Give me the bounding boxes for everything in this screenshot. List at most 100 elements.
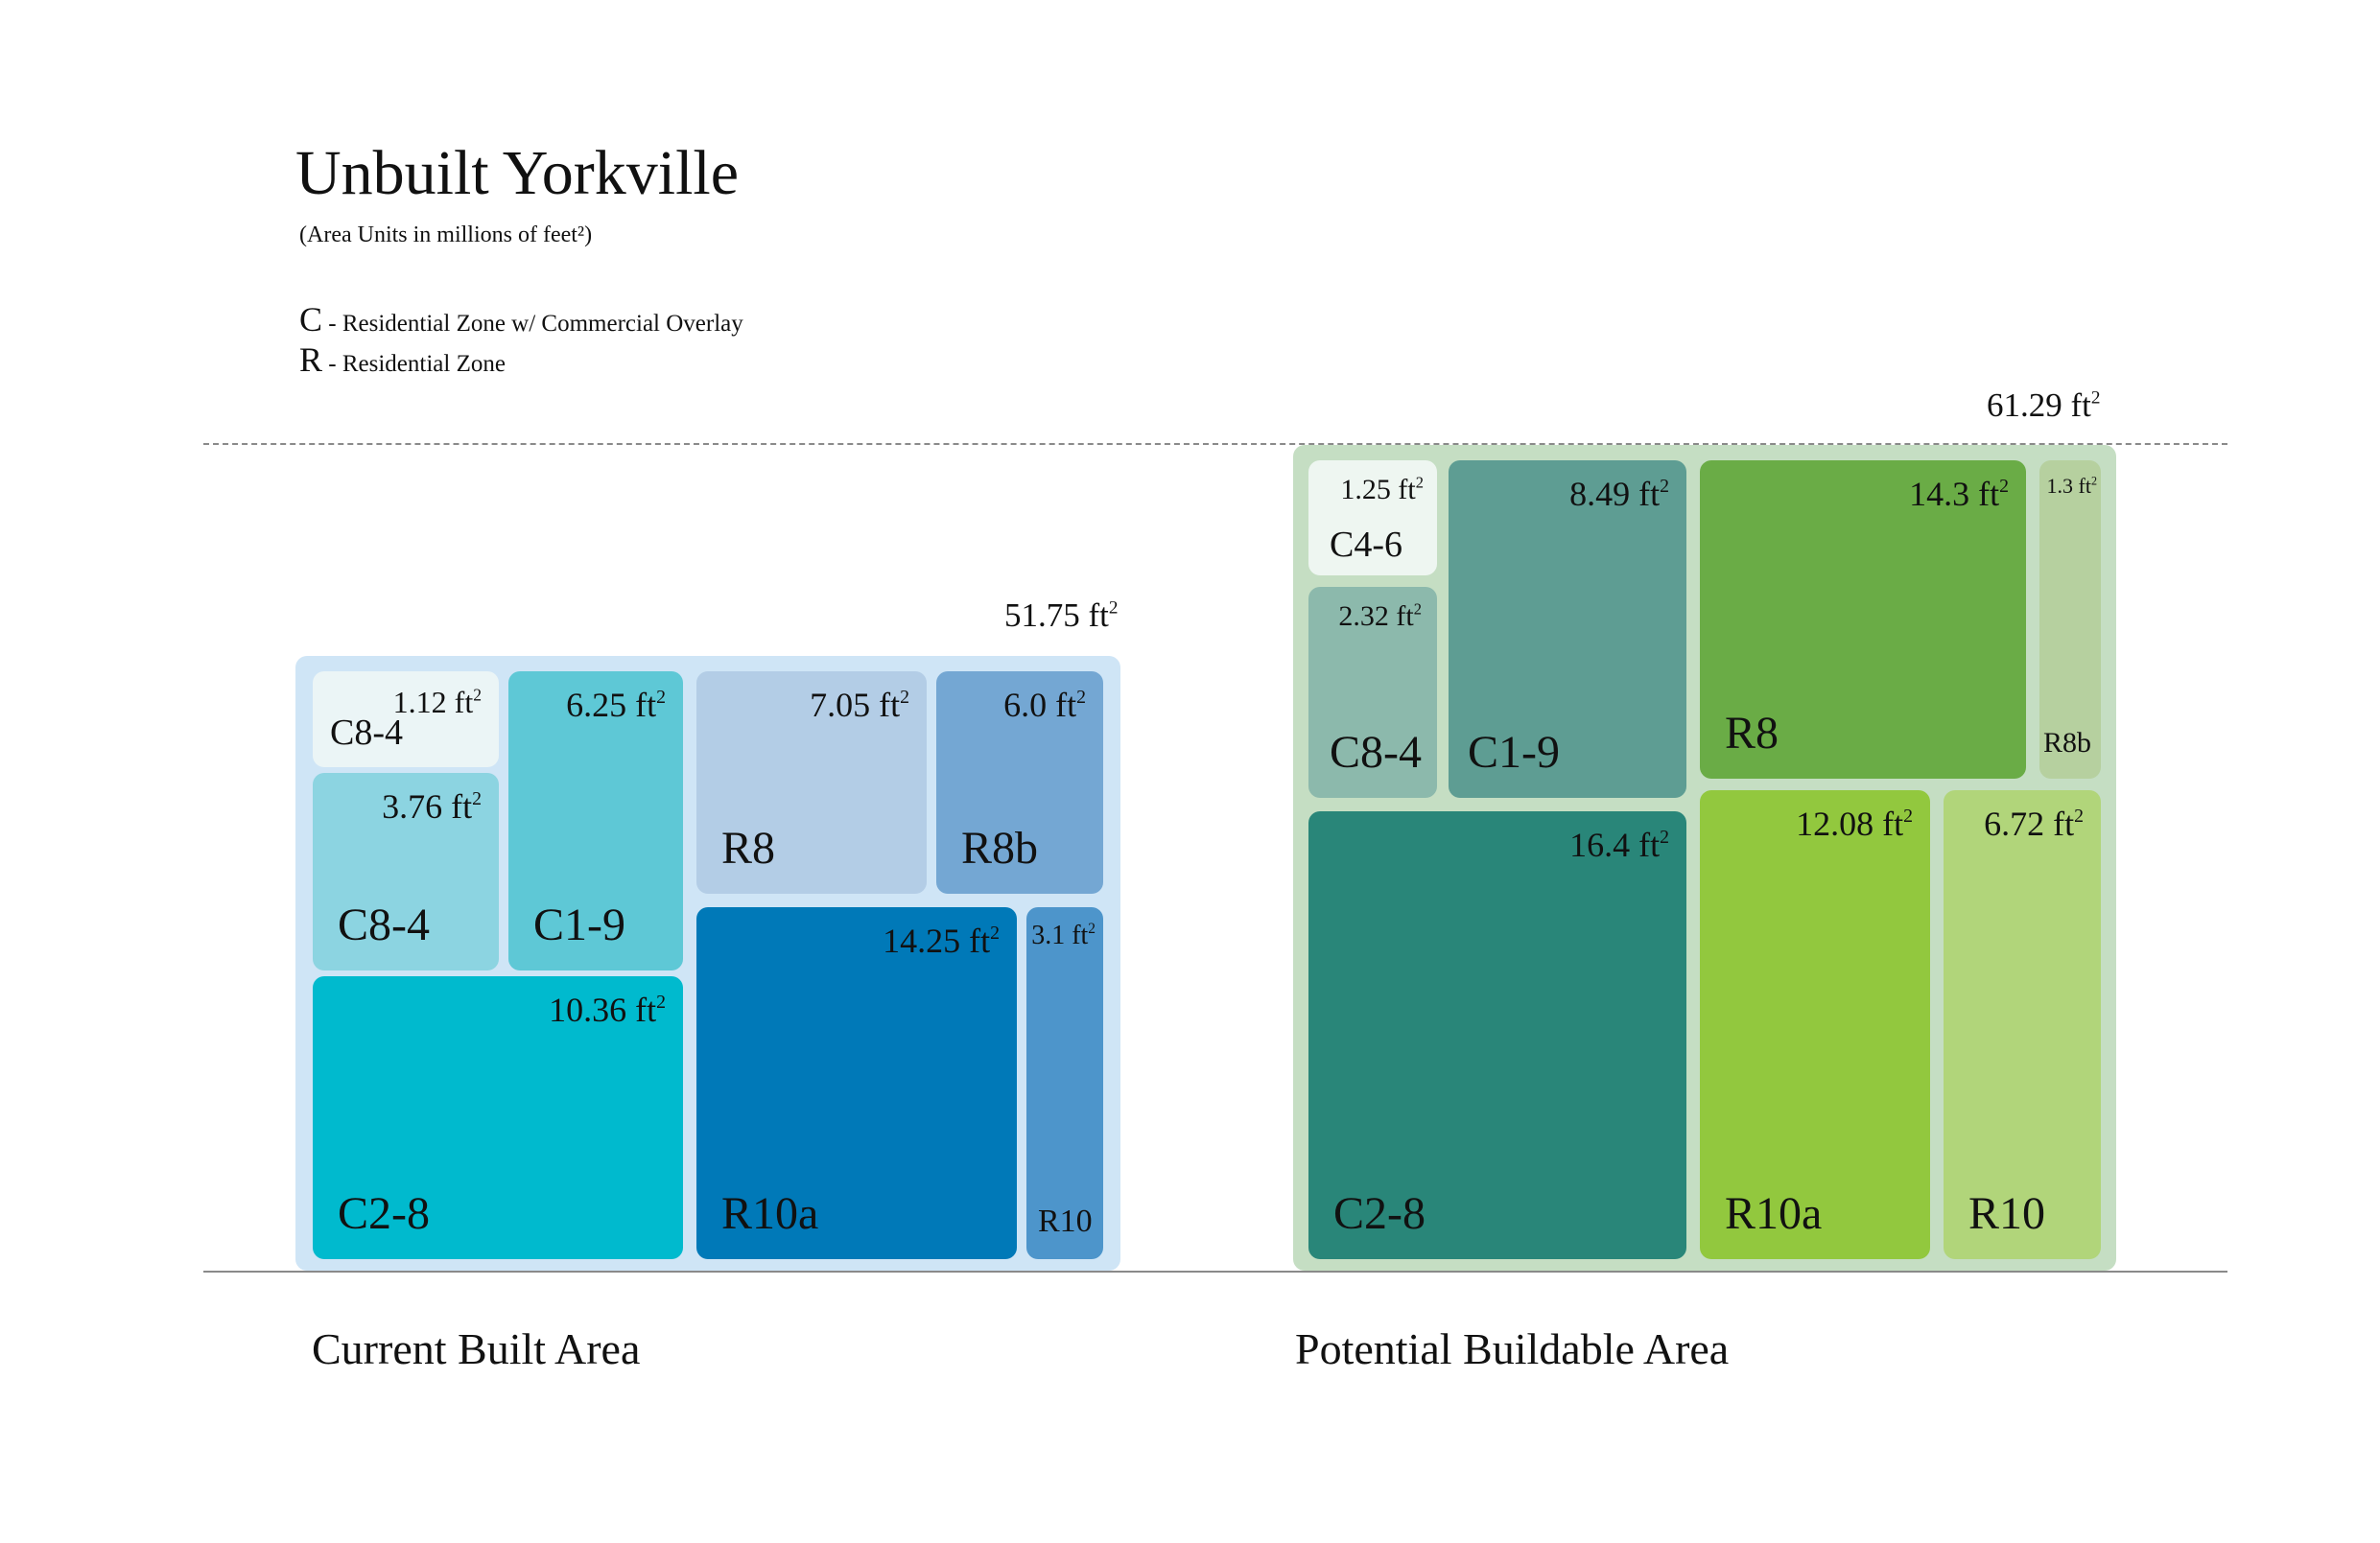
current-built-tile-c1-9-2-label: C1-9 [533,900,625,950]
current-built-tile-c2-8-3-label: C2-8 [338,1188,430,1239]
current-built-total-unit: ft [1079,596,1109,634]
potential-buildable-tile-c4-6-0-label: C4-6 [1330,525,1402,565]
legend-text-r: - Residential Zone [322,351,506,377]
current-built-tile-r8-4: 7.05 ft2 R8 [696,671,927,894]
current-built-tile-r8b-5-value-unit: ft [1047,686,1077,724]
current-built-tile-c8-4-0-label: C8-4 [330,713,403,753]
potential-buildable-tile-c4-6-0-value-number: 1.25 [1340,474,1391,505]
current-built-tile-r8-4-value-unit-exponent: 2 [900,687,909,709]
potential-buildable-tile-c2-8-3-value-unit: ft [1630,826,1661,864]
current-built-tile-c8-4-0: 1.12 ft2 C8-4 [313,671,499,767]
legend-key-r: R [299,340,323,379]
current-built-tile-c2-8-3-value: 10.36 ft2 [549,990,666,1030]
current-built-tile-c8-4-1-value-number: 3.76 [382,787,443,826]
chart-subtitle: (Area Units in millions of feet²) [299,222,593,247]
potential-buildable-tile-c4-6-0: 1.25 ft2 C4-6 [1308,460,1437,575]
potential-buildable-tile-c2-8-3-value: 16.4 ft2 [1569,825,1669,865]
potential-buildable-tile-r8b-5-value-number: 1.3 [2046,474,2074,498]
potential-buildable-tile-c8-4-1-value-unit: ft [1388,600,1414,632]
potential-buildable-tile-r8-4-value-unit: ft [1969,475,2000,513]
current-built-tile-c1-9-2: 6.25 ft2 C1-9 [508,671,683,970]
current-built-tile-r10a-6-label: R10a [721,1188,819,1239]
potential-buildable-tile-r8-4-value-unit-exponent: 2 [1999,476,2009,498]
current-built-tile-r10-7-value-unit: ft [1065,921,1089,950]
potential-buildable-tile-c1-9-2-value-unit-exponent: 2 [1660,476,1669,498]
current-built-tile-c2-8-3-value-number: 10.36 [549,991,627,1029]
current-built-tile-c1-9-2-value-unit: ft [626,686,657,724]
potential-buildable-tile-c8-4-1-value: 2.32 ft2 [1338,600,1422,633]
baseline [203,1271,2227,1273]
current-built-tile-c8-4-1-label: C8-4 [338,900,430,950]
potential-buildable-tile-c4-6-0-value-unit: ft [1390,474,1416,505]
current-built-tile-r8b-5: 6.0 ft2 R8b [936,671,1103,894]
potential-buildable-tile-r10-7-label: R10 [1968,1188,2046,1239]
potential-buildable-tile-r8b-5-value: 1.3 ft2 [2047,474,2098,499]
legend-key-c: C [299,300,323,339]
potential-buildable-tile-r10a-6: 12.08 ft2 R10a [1700,790,1930,1259]
potential-buildable-tile-c1-9-2: 8.49 ft2 C1-9 [1449,460,1686,798]
potential-buildable-tile-r10-7-value-unit-exponent: 2 [2074,806,2084,828]
potential-buildable-tile-r10-7-value: 6.72 ft2 [1984,804,2084,844]
potential-buildable-tile-c2-8-3: 16.4 ft2 C2-8 [1308,811,1686,1259]
potential-buildable-tile-r8b-5-value-unit-exponent: 2 [2090,474,2097,488]
chart-title: Unbuilt Yorkville [295,138,740,208]
current-built-tile-r10-7-value-number: 3.1 [1031,921,1066,950]
current-built-tile-r10a-6: 14.25 ft2 R10a [696,907,1017,1259]
current-built-total-unit-exponent: 2 [1108,597,1119,619]
current-built-tile-c8-4-1-value-unit: ft [442,787,473,826]
current-built-tile-r8-4-value: 7.05 ft2 [810,685,909,725]
current-built-tile-r10-7-label: R10 [1038,1204,1093,1239]
current-built-tile-r10a-6-value-unit-exponent: 2 [990,923,1000,945]
current-built-total-label: 51.75 ft2 [1004,596,1119,635]
potential-buildable-tile-c1-9-2-value-number: 8.49 [1569,475,1631,513]
current-built-tile-r10-7-value: 3.1 ft2 [1031,921,1096,951]
potential-buildable-tile-r10a-6-value-unit: ft [1873,805,1904,843]
potential-buildable-tile-r8b-5-value-unit: ft [2073,474,2091,498]
potential-buildable-tile-c8-4-1-label: C8-4 [1330,727,1422,778]
current-built-tile-c8-4-1-value: 3.76 ft2 [382,786,482,827]
potential-buildable-chart-name: Potential Buildable Area [1295,1324,1730,1373]
potential-buildable-tile-r10a-6-value-unit-exponent: 2 [1903,806,1913,828]
current-built-tile-r8b-5-value-unit-exponent: 2 [1076,687,1086,709]
legend-entry-r: R - Residential Zone [299,339,506,380]
current-built-tile-r8-4-value-unit: ft [870,686,901,724]
current-built-tile-c2-8-3-value-unit-exponent: 2 [656,992,666,1014]
current-built-tile-c1-9-2-value-unit-exponent: 2 [656,687,666,709]
current-built-total-number: 51.75 [1004,596,1080,634]
potential-buildable-tile-r10a-6-value: 12.08 ft2 [1796,804,1913,844]
current-built-tile-r8-4-value-number: 7.05 [810,686,871,724]
potential-buildable-tile-r8b-5-label: R8b [2043,727,2092,759]
potential-buildable-tile-r10a-6-label: R10a [1725,1188,1823,1239]
current-built-tile-c8-4-0-value-number: 1.12 [392,685,447,719]
current-built-tile-r10-7: 3.1 ft2 R10 [1026,907,1103,1259]
current-built-tile-r8b-5-label: R8b [961,823,1039,874]
potential-buildable-tile-r8b-5: 1.3 ft2 R8b [2039,460,2101,779]
potential-buildable-tile-c8-4-1: 2.32 ft2 C8-4 [1308,587,1437,798]
current-built-tile-r10a-6-value: 14.25 ft2 [883,921,1000,961]
current-built-tile-r8-4-label: R8 [721,823,776,874]
potential-buildable-total-label: 61.29 ft2 [1987,386,2101,425]
max-reference-line [203,443,2227,445]
current-built-tile-r10a-6-value-number: 14.25 [883,922,961,960]
current-built-tile-r10-7-value-unit-exponent: 2 [1088,921,1096,938]
current-built-tile-c1-9-2-value-number: 6.25 [566,686,627,724]
potential-buildable-tile-r8-4: 14.3 ft2 R8 [1700,460,2026,779]
potential-buildable-tile-c2-8-3-value-unit-exponent: 2 [1660,827,1669,849]
potential-buildable-tile-r8-4-label: R8 [1725,708,1779,759]
potential-buildable-tile-c4-6-0-value-unit-exponent: 2 [1415,473,1424,492]
current-built-tile-c8-4-1: 3.76 ft2 C8-4 [313,773,499,970]
potential-buildable-tile-c4-6-0-value: 1.25 ft2 [1340,474,1424,506]
potential-buildable-tile-c8-4-1-value-unit-exponent: 2 [1413,599,1422,619]
potential-buildable-tile-c1-9-2-label: C1-9 [1468,727,1560,778]
current-built-tile-c2-8-3: 10.36 ft2 C2-8 [313,976,683,1259]
potential-buildable-total-number: 61.29 [1987,386,2062,424]
potential-buildable-tile-c1-9-2-value-unit: ft [1630,475,1661,513]
current-built-tile-r8b-5-value-number: 6.0 [1003,686,1048,724]
potential-buildable-tile-c1-9-2-value: 8.49 ft2 [1569,474,1669,514]
legend-entry-c: C - Residential Zone w/ Commercial Overl… [299,299,743,339]
potential-buildable-total-unit-exponent: 2 [2090,387,2101,409]
potential-buildable-tile-c2-8-3-value-number: 16.4 [1569,826,1631,864]
current-built-tile-r10a-6-value-unit: ft [960,922,991,960]
current-built-tile-r8b-5-value: 6.0 ft2 [1003,685,1086,725]
current-built-tile-c1-9-2-value: 6.25 ft2 [566,685,666,725]
